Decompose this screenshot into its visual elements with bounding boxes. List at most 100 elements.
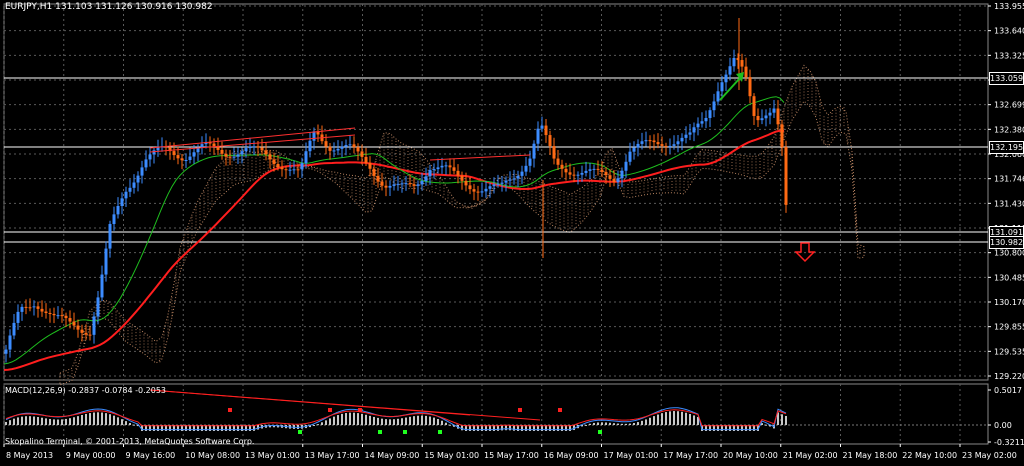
candle-body — [404, 183, 408, 185]
price-tick-label: 131.746 — [994, 175, 1024, 184]
macd-histogram-bar — [101, 412, 103, 425]
arrow-down-icon — [794, 242, 816, 263]
macd-histogram-bar — [65, 418, 67, 425]
macd-histogram-bar — [353, 412, 355, 425]
axes: 133.955133.640133.325133.010132.699132.3… — [3, 2, 1024, 460]
main-pane-border — [3, 3, 989, 381]
macd-histogram-bar — [785, 415, 787, 425]
price-tick-label: 129.855 — [994, 323, 1024, 332]
macd-histogram-bar — [689, 413, 691, 425]
macd-histogram-bar — [117, 417, 119, 425]
macd-histogram-bar — [249, 425, 251, 431]
macd-histogram-bar — [221, 425, 223, 431]
candle-body — [192, 152, 196, 157]
symbol-header: EURJPY,H1 131.103 131.126 130.916 130.98… — [5, 2, 213, 12]
candle-body — [720, 82, 724, 92]
candle-body — [32, 306, 36, 308]
candle-body — [620, 170, 624, 179]
candle-body — [380, 181, 384, 186]
macd-histogram-bar — [349, 412, 351, 425]
candle-body — [132, 182, 136, 188]
time-tick-label: 17 May 17:00 — [663, 451, 718, 460]
candle-body — [612, 178, 616, 183]
macd-histogram-bar — [565, 425, 567, 431]
macd-histogram-bar — [761, 423, 763, 425]
macd-histogram-bar — [585, 424, 587, 426]
macd-histogram-bar — [257, 425, 259, 430]
macd-marker-green — [298, 430, 302, 434]
candle-body — [248, 146, 252, 149]
candle-body — [440, 165, 444, 168]
candle-body — [636, 143, 640, 148]
candle-body — [328, 146, 332, 151]
macd-marker-green — [378, 430, 382, 434]
candle-body — [28, 307, 32, 309]
candle-body — [748, 77, 752, 97]
macd-histogram-bar — [501, 425, 503, 431]
macd-histogram-bar — [321, 422, 323, 425]
macd-histogram-bar — [277, 425, 279, 428]
macd-histogram-bar — [381, 418, 383, 425]
macd-histogram-bar — [361, 413, 363, 425]
macd-histogram-bar — [729, 425, 731, 431]
candle-body — [584, 170, 588, 173]
candle-body — [52, 313, 56, 316]
candle-body — [256, 146, 260, 148]
candle-body — [108, 224, 112, 249]
candle-body — [96, 297, 100, 317]
candle-body — [696, 123, 700, 128]
macd-histogram-bar — [121, 419, 123, 425]
candle-body — [784, 147, 788, 205]
macd-histogram-bar — [129, 422, 131, 425]
macd-histogram-bar — [665, 412, 667, 425]
macd-histogram-bar — [109, 414, 111, 425]
candle-body — [500, 182, 504, 184]
candle-body — [84, 332, 88, 335]
candle-body — [388, 185, 392, 188]
candle-body — [700, 121, 704, 124]
macd-histogram-bar — [213, 425, 215, 431]
candle-body — [236, 154, 240, 157]
macd-histogram-bar — [205, 425, 207, 431]
macd-histogram-bar — [77, 416, 79, 425]
macd-histogram-bar — [37, 417, 39, 425]
candle-body — [452, 167, 456, 171]
ma-fast-line — [3, 96, 785, 365]
candle-body — [608, 175, 612, 179]
macd-histogram-bar — [345, 413, 347, 425]
price-tick-label: 131.430 — [994, 199, 1024, 208]
candle-body — [204, 142, 208, 145]
macd-histogram-bar — [73, 417, 75, 425]
macd-marker-green — [403, 430, 407, 434]
candle-body — [4, 349, 8, 354]
candle-body — [304, 151, 308, 164]
macd-histogram-bar — [9, 420, 11, 425]
macd-histogram-bar — [717, 425, 719, 431]
macd-histogram-bar — [445, 422, 447, 425]
candle-body — [168, 147, 172, 152]
macd-histogram-bar — [417, 415, 419, 425]
macd-histogram-bar — [677, 411, 679, 425]
candle-body — [676, 141, 680, 145]
macd-histogram-bar — [21, 416, 23, 425]
macd-histogram-bar — [397, 418, 399, 425]
candle-body — [184, 159, 188, 161]
candle-body — [220, 149, 224, 154]
candle-body — [376, 175, 380, 182]
candle-body — [284, 169, 288, 171]
level-label-4: 130.982 — [989, 236, 1024, 249]
candle-body — [504, 180, 508, 183]
macd-histogram-bar — [365, 414, 367, 425]
macd-histogram-bar — [141, 425, 143, 431]
price-tick-label: 129.220 — [994, 372, 1024, 381]
macd-histogram-bar — [637, 422, 639, 425]
macd-histogram-bar — [605, 422, 607, 425]
macd-histogram-bar — [169, 425, 171, 431]
candle-body — [308, 140, 312, 152]
macd-histogram-bar — [33, 416, 35, 425]
level-label-2: 132.195 — [989, 141, 1024, 154]
time-tick-label: 8 May 2013 — [6, 451, 53, 460]
candle-body — [756, 115, 760, 121]
